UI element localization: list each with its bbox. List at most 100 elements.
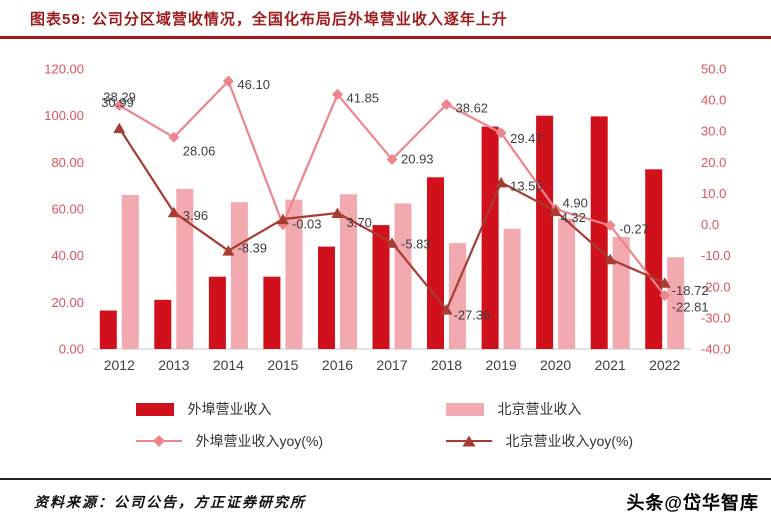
- left-axis-tick: 40.00: [51, 248, 84, 263]
- left-axis-tick: 20.00: [51, 295, 84, 310]
- right-axis-tick: 40.0: [701, 93, 726, 108]
- legend-swatch-outstation-revenue: [135, 402, 174, 416]
- data-label: -0.03: [292, 217, 322, 232]
- right-axis-tick: -10.0: [701, 248, 731, 263]
- data-label: -27.36: [454, 308, 491, 323]
- data-label: 29.47: [510, 131, 543, 146]
- data-label: 20.93: [401, 151, 434, 166]
- watermark-text: 头条@岱华智库: [626, 493, 759, 513]
- left-axis-tick: 0.00: [59, 342, 84, 357]
- x-axis-tick: 2018: [431, 357, 462, 373]
- legend-item-beijing-yoy: 北京营业收入yoy(%): [386, 431, 696, 451]
- data-label: -5.83: [401, 237, 431, 252]
- diamond-marker: [386, 153, 398, 165]
- right-axis-tick: -30.0: [701, 310, 731, 325]
- x-axis-tick: 2020: [540, 357, 571, 373]
- x-axis-tick: 2014: [213, 357, 244, 373]
- bar-segment: [208, 276, 226, 349]
- data-label: 38.29: [103, 89, 136, 104]
- triangle-marker: [386, 237, 398, 248]
- data-label: 4.90: [563, 195, 588, 210]
- triangle-marker: [167, 206, 180, 218]
- triangle-marker: [440, 304, 453, 315]
- data-label: 4.32: [561, 210, 586, 225]
- diamond-marker: [659, 290, 671, 302]
- data-label: -22.81: [672, 300, 709, 315]
- left-axis-tick: 100.00: [44, 108, 84, 123]
- right-axis-tick: -20.0: [701, 279, 731, 294]
- x-axis-tick: 2015: [267, 357, 298, 373]
- bar-segment: [481, 126, 499, 349]
- triangle-marker: [658, 277, 671, 288]
- legend-swatch-beijing-revenue: [445, 402, 484, 416]
- right-axis-tick: -40.0: [701, 342, 731, 357]
- x-axis-tick: 2017: [376, 357, 407, 373]
- bar-segment: [394, 203, 412, 349]
- legend-label-outstation-yoy: 外埠营业收入yoy(%): [195, 433, 324, 449]
- triangle-marker: [604, 253, 617, 265]
- data-label: 46.10: [237, 77, 270, 92]
- bar-segment: [263, 276, 281, 349]
- diamond-marker: [168, 131, 180, 143]
- data-label: 38.62: [456, 100, 489, 115]
- bar-segment: [318, 246, 335, 349]
- diamond-marker: [441, 98, 453, 110]
- diamond-marker: [222, 75, 234, 87]
- bar-segment: [449, 243, 466, 349]
- x-axis-tick: 2013: [158, 357, 189, 373]
- left-axis-tick: 60.00: [51, 202, 84, 217]
- data-label: -0.27: [619, 221, 649, 236]
- bar-segment: [340, 194, 357, 349]
- data-label: 3.96: [183, 208, 208, 223]
- x-axis-tick: 2019: [486, 357, 517, 373]
- legend-item-outstation-yoy: 外埠营业收入yoy(%): [76, 431, 386, 451]
- data-label: 3.70: [347, 215, 372, 230]
- bar-segment: [285, 199, 303, 349]
- bar-segment: [427, 177, 444, 349]
- legend-row-lines: 外埠营业收入yoy(%) 北京营业收入yoy(%): [76, 431, 696, 451]
- x-axis-tick: 2022: [649, 357, 680, 373]
- right-axis-tick: 10.0: [701, 186, 726, 201]
- triangle-marker: [113, 122, 126, 134]
- triangle-marker: [276, 213, 289, 225]
- data-label: -8.39: [237, 241, 267, 256]
- bar-segment: [612, 237, 630, 349]
- line-series: [118, 79, 666, 297]
- legend-item-beijing-revenue: 北京营业收入: [386, 399, 696, 419]
- left-axis-tick: 120.00: [44, 62, 84, 77]
- x-axis-tick: 2016: [322, 357, 353, 373]
- data-label: 30.99: [101, 95, 134, 110]
- data-label: 41.85: [347, 90, 380, 105]
- bar-segment: [503, 228, 521, 349]
- legend-label-outstation-revenue: 外埠营业收入: [187, 401, 272, 417]
- data-label: 13.55: [510, 178, 543, 193]
- bar-segment: [590, 116, 608, 350]
- triangle-marker: [549, 205, 562, 217]
- source-note: 资料来源：公司公告，方正证券研究所: [34, 496, 306, 511]
- bar-segment: [230, 202, 248, 349]
- triangle-marker: [331, 207, 344, 219]
- bar-segment: [536, 115, 554, 349]
- chart-footer: 资料来源：公司公告，方正证券研究所 头条@岱华智库: [0, 478, 771, 532]
- bar-segment: [667, 257, 685, 349]
- triangle-marker: [222, 245, 235, 256]
- diamond-marker: [495, 127, 507, 139]
- bar-segment: [558, 218, 576, 349]
- legend-swatch-outstation-yoy: [135, 434, 182, 448]
- combo-chart: 120.00 100.00 80.00 60.00 40.00 20.00 0.00 50.0…: [44, 62, 731, 374]
- data-label: 28.06: [183, 143, 216, 158]
- chart-legend: 外埠营业收入 北京营业收入 外埠营业收入yoy(%) 北京营业收入yoy(%): [76, 399, 696, 451]
- diamond-marker: [331, 88, 343, 100]
- x-axis-tick: 2012: [104, 357, 135, 373]
- right-axis-tick: 20.0: [701, 155, 726, 170]
- bar-segment: [154, 299, 172, 349]
- right-axis-tick: 0.0: [701, 217, 719, 232]
- right-axis-tick: 30.0: [701, 124, 726, 139]
- right-axis-tick: 50.0: [701, 62, 726, 77]
- bar-segment: [645, 169, 663, 349]
- bar-segment: [372, 225, 390, 349]
- bar-segment: [99, 310, 117, 349]
- legend-label-beijing-revenue: 北京营业收入: [497, 401, 582, 417]
- legend-row-bars: 外埠营业收入 北京营业收入: [76, 399, 696, 419]
- bar-segment: [121, 195, 139, 349]
